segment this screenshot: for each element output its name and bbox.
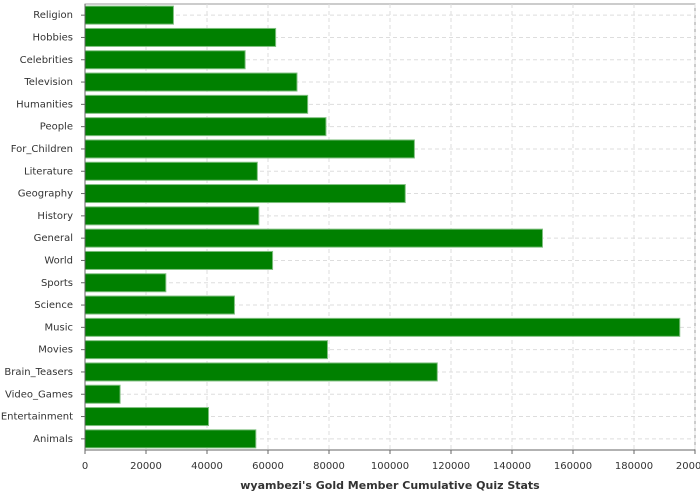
x-tick-label: 20000 xyxy=(130,461,162,472)
x-tick-label: 160000 xyxy=(554,461,592,472)
y-tick-label: Sports xyxy=(41,278,73,289)
y-tick-label: Science xyxy=(34,300,73,311)
x-tick-label: 180000 xyxy=(615,461,653,472)
x-tick-label: 40000 xyxy=(191,461,223,472)
y-tick-label: Music xyxy=(45,322,73,333)
bar xyxy=(84,117,327,137)
bar xyxy=(84,184,406,204)
bar xyxy=(84,429,257,449)
y-tick-label: World xyxy=(44,255,73,266)
y-tick-label: Geography xyxy=(18,189,73,200)
bar xyxy=(84,317,681,337)
x-tick-label: 60000 xyxy=(252,461,284,472)
x-tick-label: 100000 xyxy=(371,461,409,472)
x-tick-label: 0 xyxy=(82,461,88,472)
bar xyxy=(84,273,167,293)
x-tick-label: 80000 xyxy=(313,461,345,472)
y-tick-label: Television xyxy=(23,77,73,88)
y-tick-label: For_Children xyxy=(11,144,73,155)
bar xyxy=(84,206,260,226)
bar xyxy=(84,250,274,270)
bar xyxy=(84,295,235,315)
y-tick-label: Hobbies xyxy=(33,32,73,43)
y-tick-label: History xyxy=(37,211,73,222)
x-tick-label: 140000 xyxy=(493,461,531,472)
bar xyxy=(84,27,277,47)
y-tick-label: Entertainment xyxy=(1,412,73,423)
bar xyxy=(84,362,438,382)
bar xyxy=(84,139,415,159)
x-axis-title: wyambezi's Gold Member Cumulative Quiz S… xyxy=(240,479,540,492)
bar xyxy=(84,5,174,25)
bar xyxy=(84,94,309,114)
x-tick-label: 200000 xyxy=(676,461,700,472)
y-tick-label: Literature xyxy=(24,166,73,177)
y-tick-label: Brain_Teasers xyxy=(4,367,73,378)
bar xyxy=(84,161,258,181)
bar xyxy=(84,228,543,248)
y-tick-label: Celebrities xyxy=(20,55,73,66)
y-tick-label: Religion xyxy=(33,10,73,21)
bar xyxy=(84,72,298,92)
y-tick-label: Animals xyxy=(33,434,73,445)
y-tick-label: Video_Games xyxy=(5,389,73,400)
bar xyxy=(84,50,246,70)
y-tick-label: People xyxy=(40,122,73,133)
y-tick-label: General xyxy=(34,233,73,244)
bar xyxy=(84,384,121,404)
x-tick-label: 120000 xyxy=(432,461,470,472)
bar xyxy=(84,340,328,360)
bar xyxy=(84,407,210,427)
y-tick-label: Movies xyxy=(38,345,73,356)
y-tick-label: Humanities xyxy=(16,99,73,110)
